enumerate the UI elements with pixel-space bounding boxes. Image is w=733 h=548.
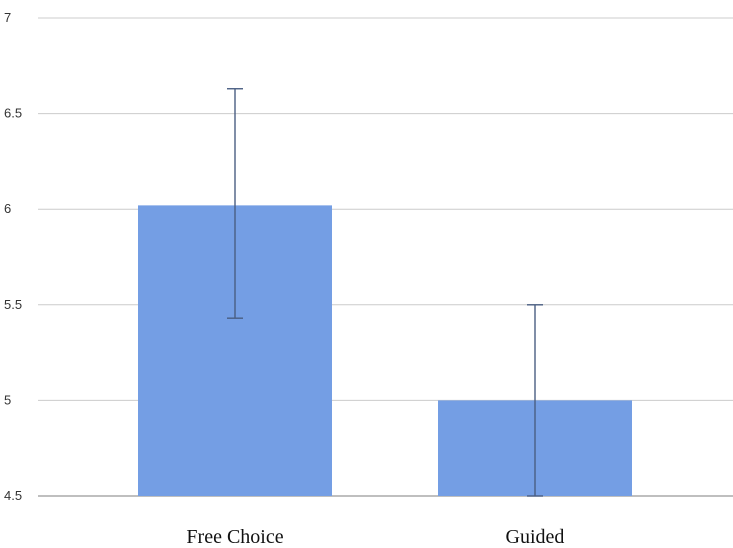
y-tick-label: 5.5 [4, 297, 22, 312]
x-tick-label: Guided [506, 526, 565, 548]
y-axis-ticks: 4.5 5 5.5 6 6.5 7 [4, 10, 22, 503]
error-bars [227, 88, 543, 497]
y-tick-label: 5 [4, 392, 11, 407]
y-tick-label: 7 [4, 10, 11, 25]
y-tick-label: 6.5 [4, 106, 22, 121]
y-tick-label: 6 [4, 201, 11, 216]
x-axis-ticks: Free Choice Guided [186, 526, 564, 548]
x-tick-label: Free Choice [186, 526, 283, 548]
bars [138, 205, 632, 496]
y-tick-label: 4.5 [4, 488, 22, 503]
